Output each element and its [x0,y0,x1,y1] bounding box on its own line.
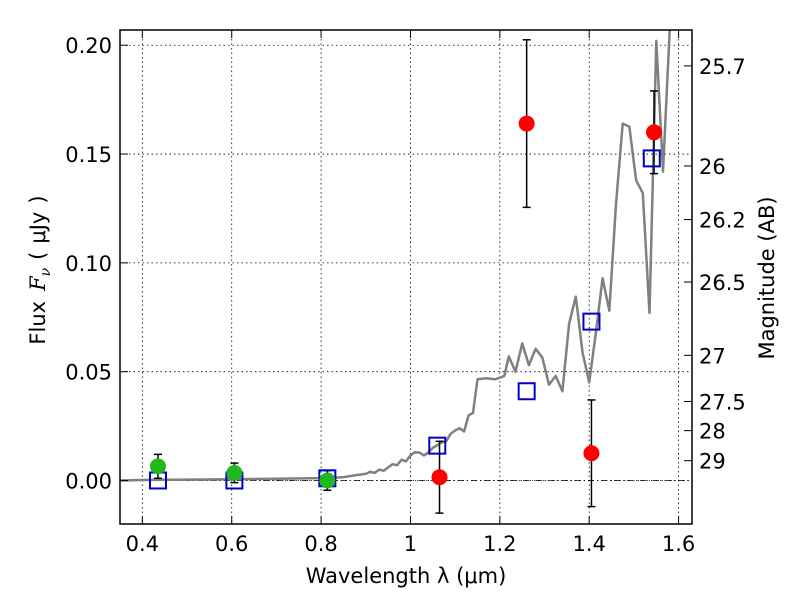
model-flux-square [642,149,661,168]
x-axis-label: Wavelength λ (μm) [306,564,507,588]
y-tick-label: 0.10 [65,252,112,276]
error-bar-layer [153,39,659,514]
model-flux-square [582,312,601,331]
model-flux-square [428,436,447,455]
plot-frame [119,29,693,525]
x-tick-label: 0.4 [126,532,159,556]
x-tick-label: 1.2 [483,532,516,556]
sed-line-layer [120,30,672,482]
y-tick-label: 0.00 [65,469,112,493]
y-axis-label-subscript: ν [38,267,54,276]
magnitude-tick-label: 26 [699,155,726,179]
grid [120,30,692,524]
y-axis-label-prefix: Flux [26,301,50,345]
model-flux-square [517,382,536,401]
magnitude-tick-label: 25.7 [699,55,746,79]
y-axis-label-symbol: F [26,275,50,292]
y-axis-label: Flux Fν ( μJy) [26,195,54,344]
photometry-point [319,472,336,489]
x-tick-label: 1.4 [573,532,606,556]
photometry-point [226,464,243,481]
sed-model-line [120,30,672,482]
photometry-point [583,445,600,462]
y-tick-label: 0.15 [65,143,112,167]
y-tick-label: 0.05 [65,361,112,385]
x-tick-label: 1.6 [662,532,695,556]
magnitude-tick-label: 29 [699,450,726,474]
marker-layer [148,115,663,490]
x-tick-label: 0.8 [304,532,337,556]
photometry-point [646,124,663,141]
y-tick-label: 0.20 [65,34,112,58]
x-tick-label: 1 [404,532,417,556]
magnitude-tick-label: 26.5 [699,271,746,295]
x-tick-label: 0.6 [215,532,248,556]
tick-layer: 0.4 0.6 0.8 1 1.2 1.4 1.6 0.00 0.05 0.10 0.15 0.20 2… [65,30,746,556]
magnitude-tick-label: 28 [699,420,726,444]
photometry-point [431,469,448,486]
photometry-point [149,458,166,475]
magnitude-tick-label: 27 [699,344,726,368]
magnitude-tick-label: 27.5 [699,390,746,414]
y-axis-label-units: μJy [26,212,50,244]
right-y-axis-label: Magnitude (AB) [755,196,779,359]
magnitude-tick-label: 26.2 [699,209,746,233]
y-axis-label-paren-open: ( [26,252,50,260]
photometry-point [518,115,535,132]
y-axis-label-paren-close: ) [26,195,50,203]
